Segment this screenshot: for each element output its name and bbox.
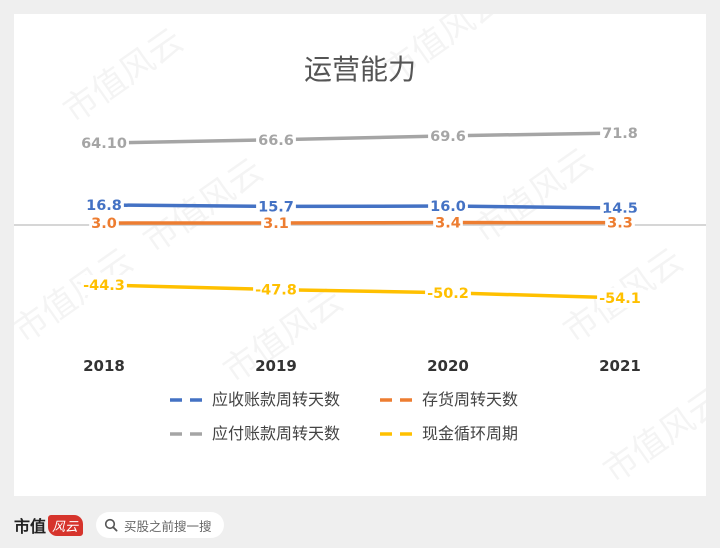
x-tick-label: 2021 [599,357,641,375]
data-label: 16.8 [86,198,122,214]
chart-card: 市值风云 市值风云 市值风云 市值风云 市值风云 市值风云 市值风云 市值风云 运营能力 16… [14,14,706,496]
data-label-background [428,196,468,217]
legend-label: 现金循环周期 [422,424,518,443]
data-label: -50.2 [427,286,469,302]
legend-label: 应付账款周转天数 [212,424,340,443]
data-label-background [600,122,640,143]
legend-item[interactable]: 存货周转天数 [380,390,518,409]
data-label: 15.7 [258,199,294,215]
data-label: 66.6 [258,133,294,149]
data-label: 69.6 [430,129,466,145]
legend-label: 存货周转天数 [422,390,518,409]
data-label-background [605,212,635,233]
search-placeholder: 买股之前搜一搜 [124,518,212,534]
data-label: 3.1 [263,216,289,232]
data-label: 71.8 [602,126,638,142]
data-label-background [433,212,463,233]
legend-item[interactable]: 应付账款周转天数 [170,424,340,443]
data-label-background [597,287,643,308]
data-label: 3.4 [435,216,461,232]
data-label-background [428,125,468,146]
legend-item[interactable]: 现金循环周期 [380,424,518,443]
watermark-text: 市值风云 [466,141,600,252]
data-label-background [81,275,127,296]
series-line [103,283,621,300]
data-label-background [425,282,471,303]
watermark-text: 市值风云 [596,381,706,492]
brand-name: 市值 [14,517,47,536]
watermark-text: 市值风云 [56,21,190,132]
data-label-background [256,129,296,150]
watermark-text: 市值风云 [14,241,141,352]
series-line [103,220,621,225]
data-label: -44.3 [83,278,125,294]
search-icon [104,518,118,532]
data-label: 64.10 [81,136,127,152]
data-label: 16.0 [430,199,466,215]
brand-logo[interactable]: 市值 风云 [14,514,84,536]
data-label: 3.0 [91,216,117,232]
data-label-background [253,279,299,300]
data-label: 3.3 [607,216,633,232]
brand-badge: 风云 [48,514,84,536]
data-label-background [256,196,296,217]
legend-label: 应收账款周转天数 [212,390,340,409]
footer: 市值 风云 买股之前搜一搜 [0,500,720,548]
data-label: -47.8 [255,283,297,299]
x-tick-label: 2018 [83,357,125,375]
x-tick-label: 2019 [255,357,297,375]
data-label: -54.1 [599,291,641,307]
series-line [103,203,621,210]
data-label-background [79,133,129,154]
data-label-background [261,212,291,233]
data-label-background [84,194,124,215]
data-label-background [89,213,119,234]
chart-title: 运营能力 [304,53,416,86]
legend-item[interactable]: 应收账款周转天数 [170,390,340,409]
x-tick-label: 2020 [427,357,469,375]
series-line [103,131,621,145]
search-box[interactable]: 买股之前搜一搜 [96,512,224,538]
